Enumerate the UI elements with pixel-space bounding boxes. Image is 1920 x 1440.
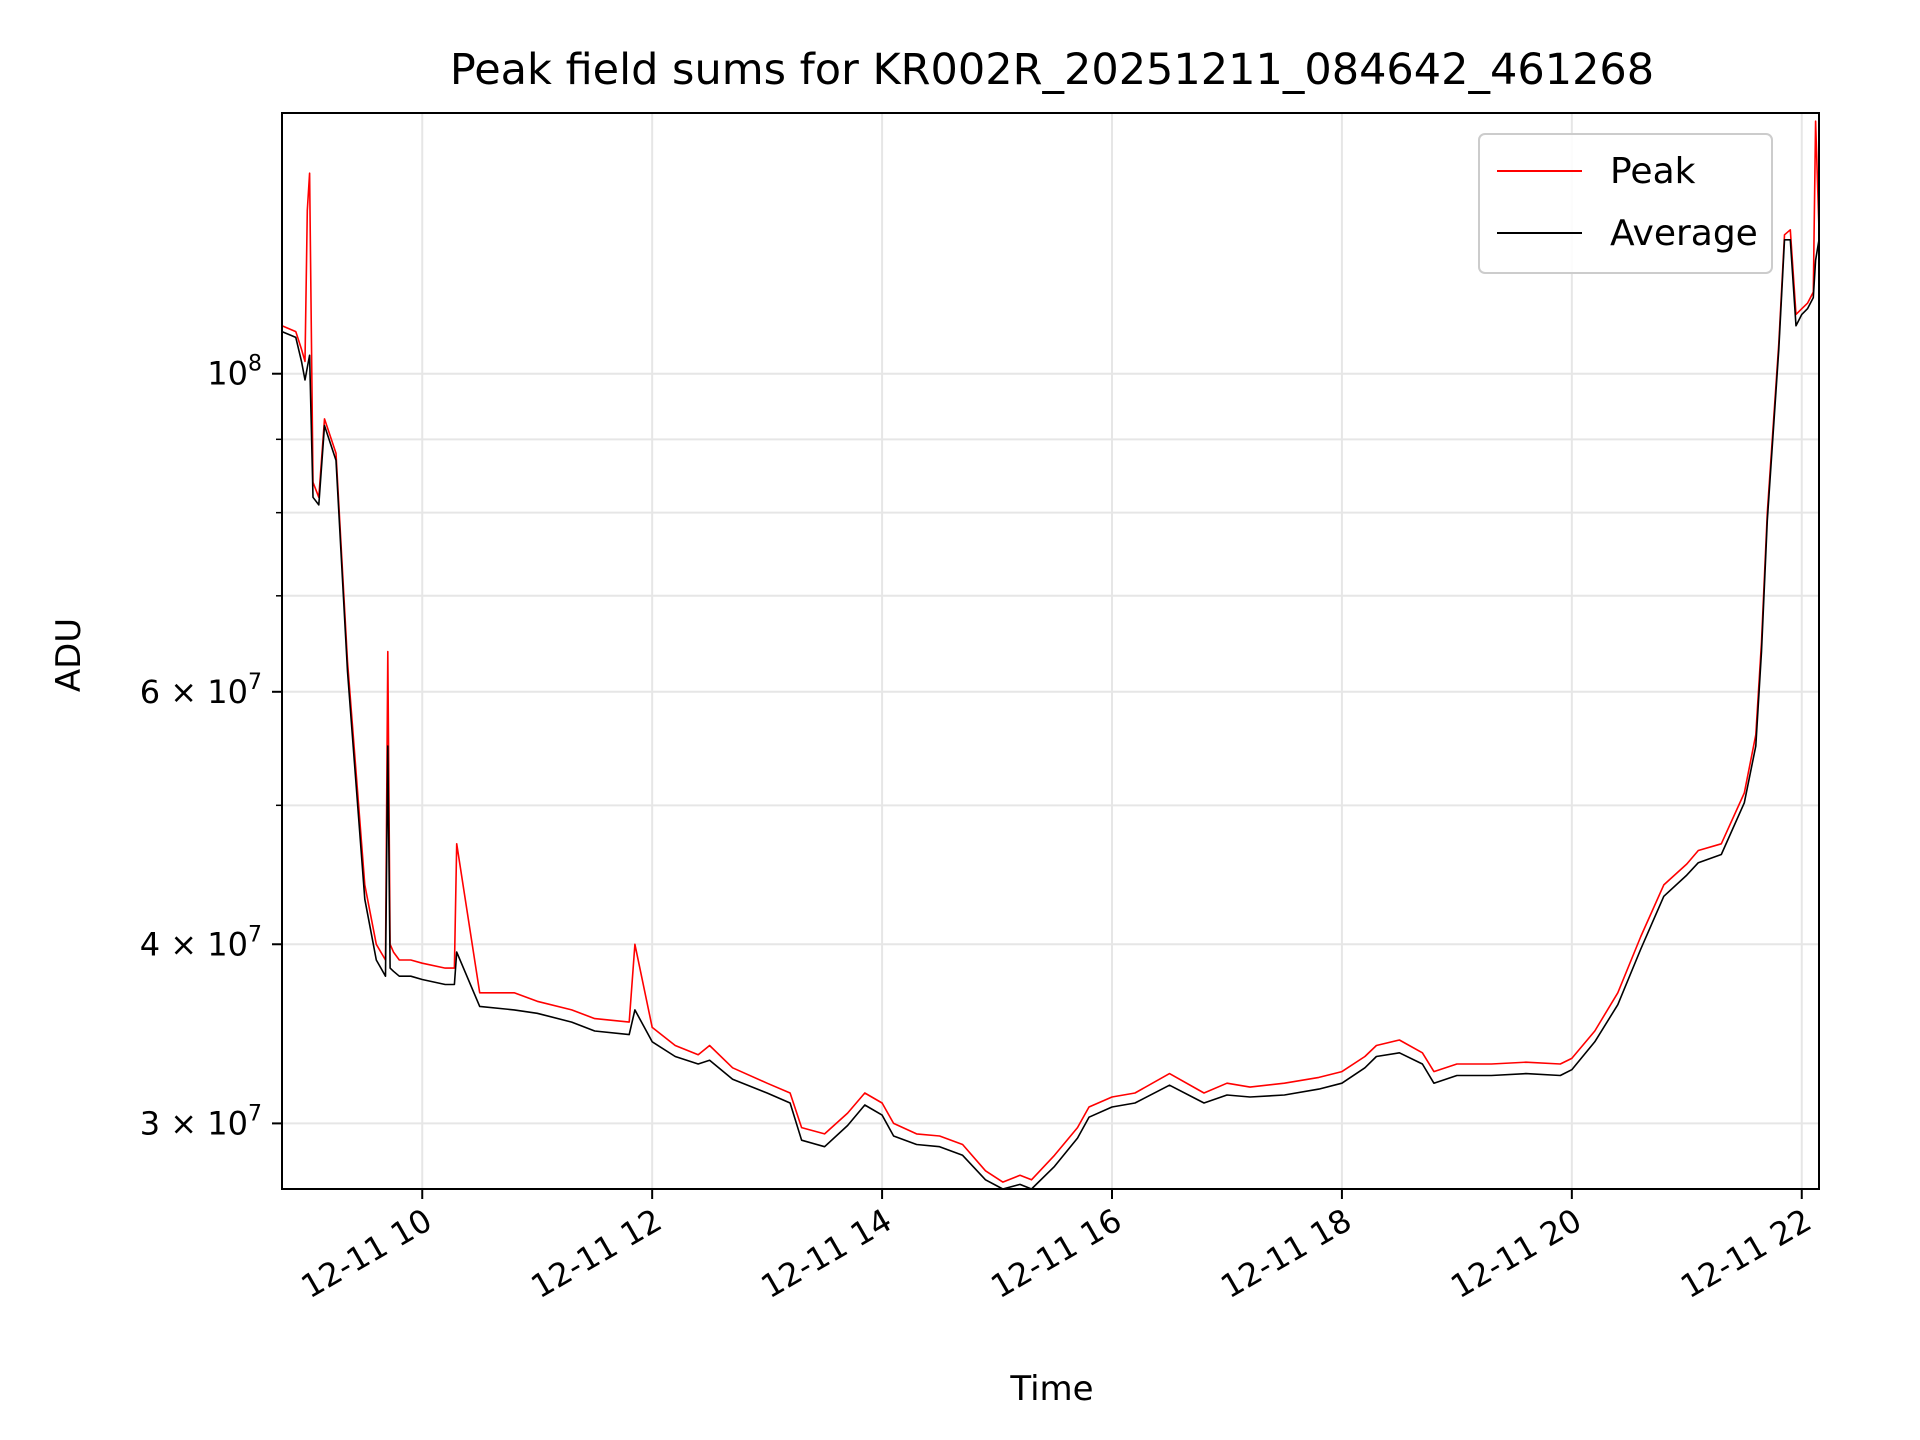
y-tick-label: 4 × 107 (140, 922, 262, 963)
y-axis-label: ADU (49, 618, 89, 692)
legend-average-label: Average (1610, 213, 1758, 254)
y-axis: 3 × 107 4 × 107 6 × 107 108 (140, 352, 282, 1142)
y-tick-label: 6 × 107 (140, 670, 262, 711)
legend-box (1478, 133, 1773, 274)
plot-frame (281, 112, 1820, 1190)
series-line-average (281, 239, 1820, 1190)
y-tick-label: 108 (207, 352, 262, 393)
chart-title: Peak field sums for KR002R_20251211_0846… (450, 45, 1654, 95)
y-tick-label: 3 × 107 (140, 1101, 262, 1142)
legend: Peak Average (1478, 133, 1773, 274)
series-layer (281, 120, 1820, 1190)
grid (282, 113, 1819, 1189)
legend-peak-label: Peak (1610, 151, 1696, 192)
x-axis-label: Time (1009, 1369, 1093, 1409)
